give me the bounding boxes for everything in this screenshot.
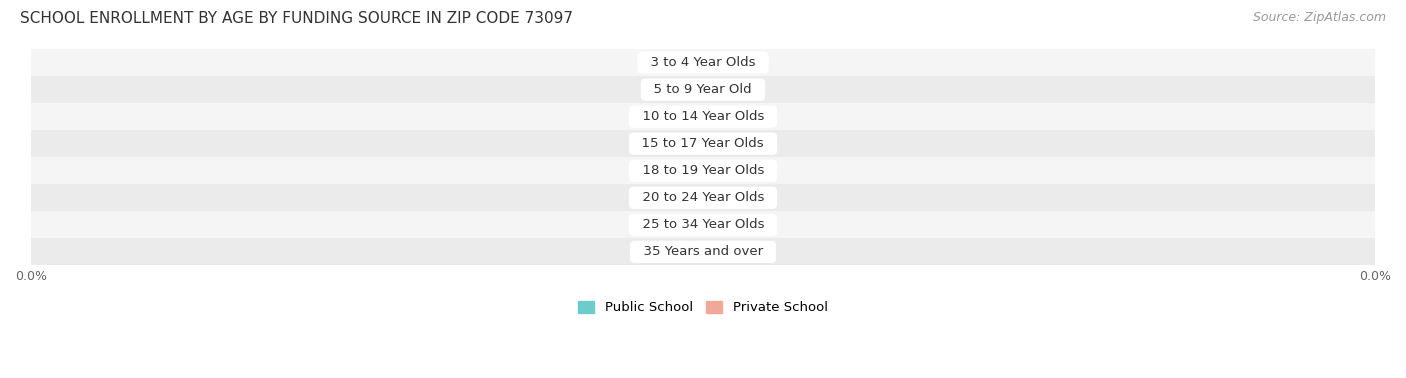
Bar: [672, 245, 703, 259]
Text: 0.0%: 0.0%: [703, 247, 734, 257]
Bar: [672, 136, 703, 151]
Bar: [703, 163, 734, 178]
Text: Source: ZipAtlas.com: Source: ZipAtlas.com: [1253, 11, 1386, 24]
Bar: [703, 191, 734, 205]
Text: 35 Years and over: 35 Years and over: [634, 245, 772, 259]
Bar: [31, 76, 1375, 103]
Bar: [672, 217, 703, 232]
Bar: [672, 191, 703, 205]
Text: 0.0%: 0.0%: [672, 193, 703, 203]
Text: 0.0%: 0.0%: [672, 85, 703, 94]
Bar: [703, 217, 734, 232]
Text: 18 to 19 Year Olds: 18 to 19 Year Olds: [634, 164, 772, 177]
Bar: [672, 82, 703, 97]
Bar: [703, 55, 734, 70]
Text: 10 to 14 Year Olds: 10 to 14 Year Olds: [634, 110, 772, 123]
Bar: [31, 103, 1375, 130]
Bar: [31, 157, 1375, 184]
Text: 0.0%: 0.0%: [703, 85, 734, 94]
Text: 0.0%: 0.0%: [672, 57, 703, 68]
Text: 15 to 17 Year Olds: 15 to 17 Year Olds: [634, 137, 772, 150]
Bar: [672, 163, 703, 178]
Legend: Public School, Private School: Public School, Private School: [574, 296, 832, 319]
Bar: [703, 82, 734, 97]
Text: 5 to 9 Year Old: 5 to 9 Year Old: [645, 83, 761, 96]
Text: 0.0%: 0.0%: [672, 220, 703, 230]
Text: 3 to 4 Year Olds: 3 to 4 Year Olds: [643, 56, 763, 69]
Text: 0.0%: 0.0%: [703, 57, 734, 68]
Bar: [31, 184, 1375, 211]
Bar: [703, 136, 734, 151]
Text: 0.0%: 0.0%: [703, 193, 734, 203]
Bar: [31, 49, 1375, 76]
Text: 0.0%: 0.0%: [703, 139, 734, 149]
Text: 0.0%: 0.0%: [672, 112, 703, 122]
Text: 0.0%: 0.0%: [672, 166, 703, 176]
Text: 25 to 34 Year Olds: 25 to 34 Year Olds: [634, 218, 772, 231]
Text: 0.0%: 0.0%: [703, 112, 734, 122]
Text: 0.0%: 0.0%: [703, 220, 734, 230]
Text: 0.0%: 0.0%: [703, 166, 734, 176]
Bar: [672, 55, 703, 70]
Text: 0.0%: 0.0%: [672, 139, 703, 149]
Bar: [31, 239, 1375, 265]
Text: 0.0%: 0.0%: [672, 247, 703, 257]
Bar: [703, 109, 734, 124]
Bar: [672, 109, 703, 124]
Bar: [703, 245, 734, 259]
Text: SCHOOL ENROLLMENT BY AGE BY FUNDING SOURCE IN ZIP CODE 73097: SCHOOL ENROLLMENT BY AGE BY FUNDING SOUR…: [20, 11, 572, 26]
Bar: [31, 130, 1375, 157]
Text: 20 to 24 Year Olds: 20 to 24 Year Olds: [634, 191, 772, 204]
Bar: [31, 211, 1375, 239]
